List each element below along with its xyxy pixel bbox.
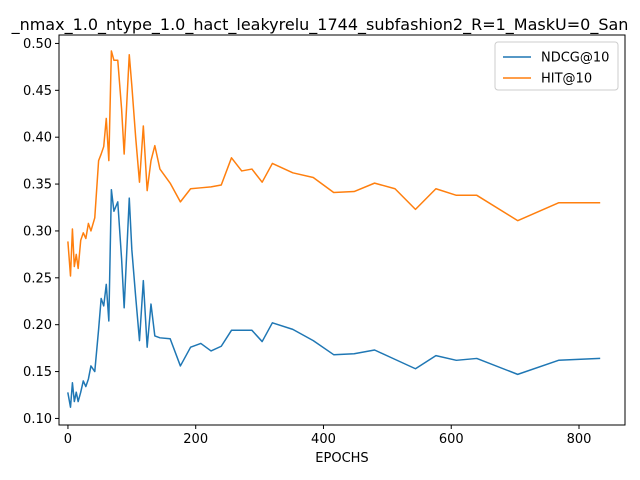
axes-frame [58, 34, 626, 426]
x-axis-label: EPOCHS [315, 451, 368, 466]
y-tick-label: 0.20 [23, 318, 52, 333]
x-tick-label: 200 [183, 432, 208, 447]
y-tick-label: 0.40 [23, 131, 52, 146]
series-layer [67, 50, 601, 408]
y-tick-label: 0.50 [23, 37, 52, 52]
legend: NDCG@10 HIT@10 [494, 41, 619, 91]
x-tick-label: 600 [439, 432, 464, 447]
legend-label: NDCG@10 [541, 51, 609, 66]
y-tick-label: 0.30 [23, 224, 52, 239]
series-line-ndcg-10 [67, 188, 601, 408]
y-tick-label: 0.25 [23, 271, 52, 286]
y-tick-label: 0.10 [23, 412, 52, 427]
axes-layer: 0 200 400 600 800 0.10 0.15 0.20 0.25 0.30 0.35 0.4… [23, 34, 626, 447]
x-tick-label: 800 [567, 432, 592, 447]
y-tick-label: 0.45 [23, 84, 52, 99]
x-tick-label: 400 [311, 432, 336, 447]
y-tick-label: 0.35 [23, 178, 52, 193]
plot-area [59, 35, 625, 425]
y-tick-label: 0.15 [23, 365, 52, 380]
series-line-hit-10 [67, 50, 601, 277]
legend-label: HIT@10 [541, 72, 592, 87]
chart-title: _nmax_1.0_ntype_1.0_hact_leakyrelu_1744_… [11, 15, 629, 35]
x-tick-label: 0 [64, 432, 72, 447]
